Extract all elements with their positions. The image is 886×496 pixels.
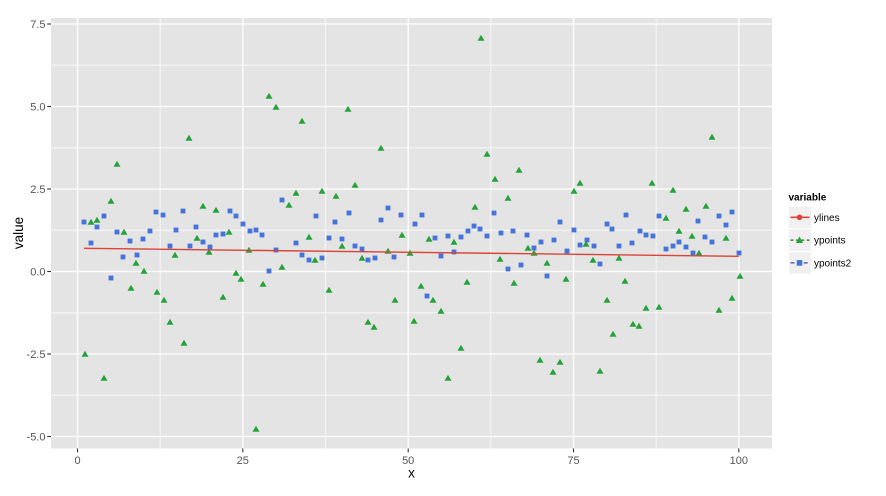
svg-text:ypoints2: ypoints2: [814, 258, 852, 269]
svg-text:0.0: 0.0: [30, 266, 45, 278]
svg-text:variable: variable: [789, 193, 827, 204]
svg-text:75: 75: [567, 455, 579, 467]
svg-text:-2.5: -2.5: [27, 349, 46, 361]
svg-text:value: value: [11, 217, 26, 249]
svg-text:50: 50: [402, 455, 414, 467]
svg-text:100: 100: [730, 455, 748, 467]
svg-text:7.5: 7.5: [30, 19, 45, 31]
svg-text:25: 25: [237, 455, 249, 467]
svg-text:5.0: 5.0: [30, 101, 45, 113]
svg-text:ylines: ylines: [814, 213, 840, 224]
svg-text:2.5: 2.5: [30, 184, 45, 196]
svg-text:0: 0: [74, 455, 80, 467]
svg-text:x: x: [408, 466, 415, 481]
svg-text:-5.0: -5.0: [27, 431, 46, 443]
svg-text:ypoints: ypoints: [814, 236, 846, 247]
